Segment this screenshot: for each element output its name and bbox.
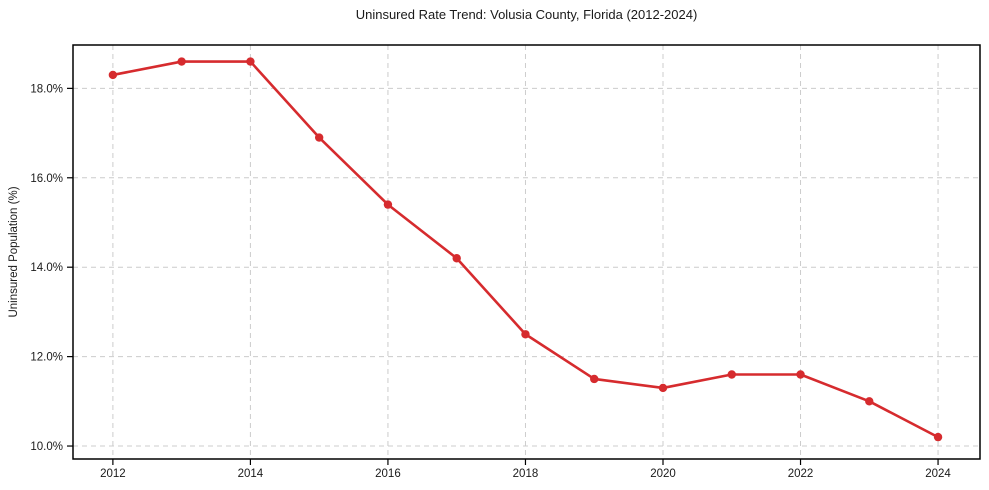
data-point — [590, 374, 599, 384]
plot-border — [72, 44, 981, 460]
x-tick-label: 2012 — [100, 468, 126, 480]
chart-title: Uninsured Rate Trend: Volusia County, Fl… — [355, 7, 698, 22]
data-point — [658, 383, 668, 393]
data-point — [727, 370, 736, 379]
data-point — [246, 57, 255, 66]
x-tick-label: 2016 — [375, 468, 401, 480]
x-tick-label: 2020 — [650, 468, 676, 480]
data-point — [383, 200, 393, 209]
data-point — [796, 370, 805, 379]
x-tick-label: 2018 — [513, 468, 539, 480]
data-point — [314, 133, 324, 142]
y-tick-label: 12.0% — [30, 352, 63, 364]
y-tick-label: 16.0% — [30, 173, 63, 185]
x-tick-label: 2014 — [238, 468, 264, 480]
data-point — [108, 70, 118, 80]
x-tick-label: 2022 — [788, 468, 814, 480]
data-point — [521, 330, 530, 339]
data-point — [452, 254, 461, 263]
y-tick-label: 14.0% — [30, 262, 63, 274]
data-point — [865, 397, 874, 406]
y-tick-label: 10.0% — [30, 441, 63, 453]
x-tick-label: 2024 — [925, 468, 951, 480]
data-point — [933, 432, 943, 442]
data-point — [177, 57, 186, 66]
y-tick-label: 18.0% — [30, 83, 63, 95]
